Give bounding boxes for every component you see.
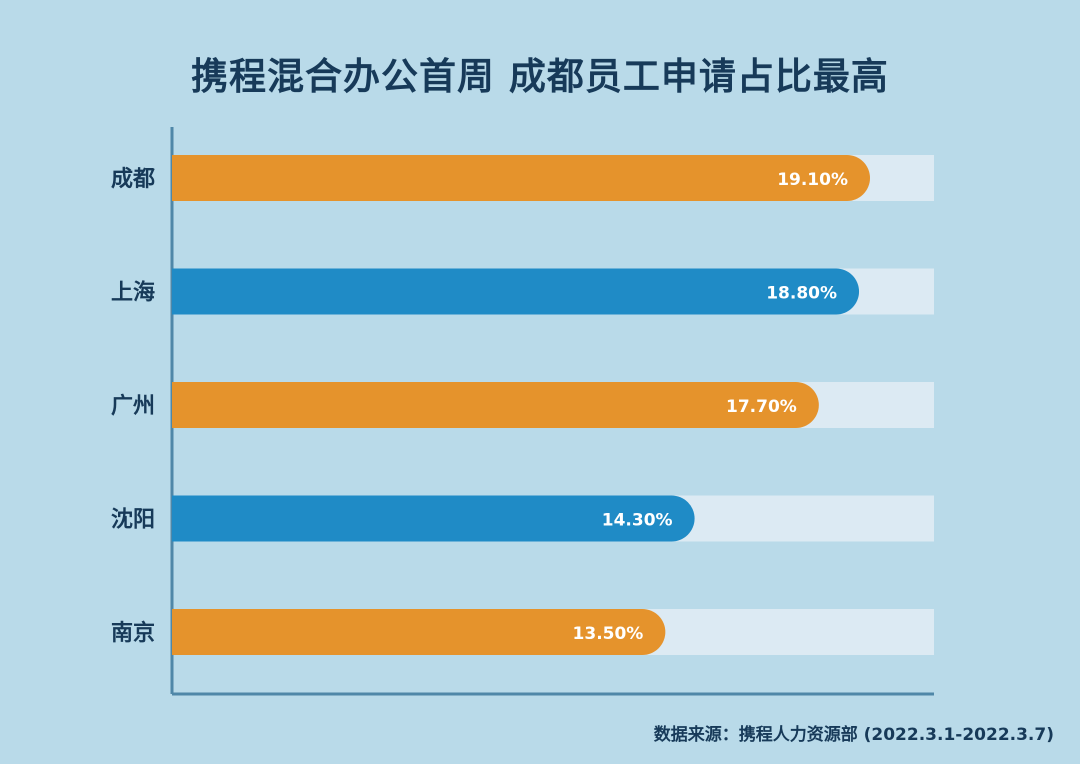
value-label: 13.50%: [573, 624, 644, 644]
bar-4: [172, 495, 695, 542]
value-label: 17.70%: [726, 397, 797, 417]
category-label: 沈阳: [111, 508, 155, 533]
chart-title: 携程混合办公首周 成都员工申请占比最高: [191, 55, 889, 98]
bar-1: [172, 155, 870, 201]
bar-5: [172, 609, 666, 655]
bar-3: [172, 382, 819, 428]
data-source-note: 数据来源：携程人力资源部 (2022.3.1-2022.3.7): [653, 725, 1054, 745]
category-label: 上海: [111, 280, 155, 306]
category-label: 南京: [111, 620, 155, 646]
bar-2: [172, 268, 860, 315]
value-label: 18.80%: [766, 284, 837, 304]
category-label: 广州: [111, 393, 155, 419]
value-label: 14.30%: [602, 511, 673, 531]
value-label: 19.10%: [777, 170, 848, 190]
category-label: 成都: [111, 167, 155, 192]
